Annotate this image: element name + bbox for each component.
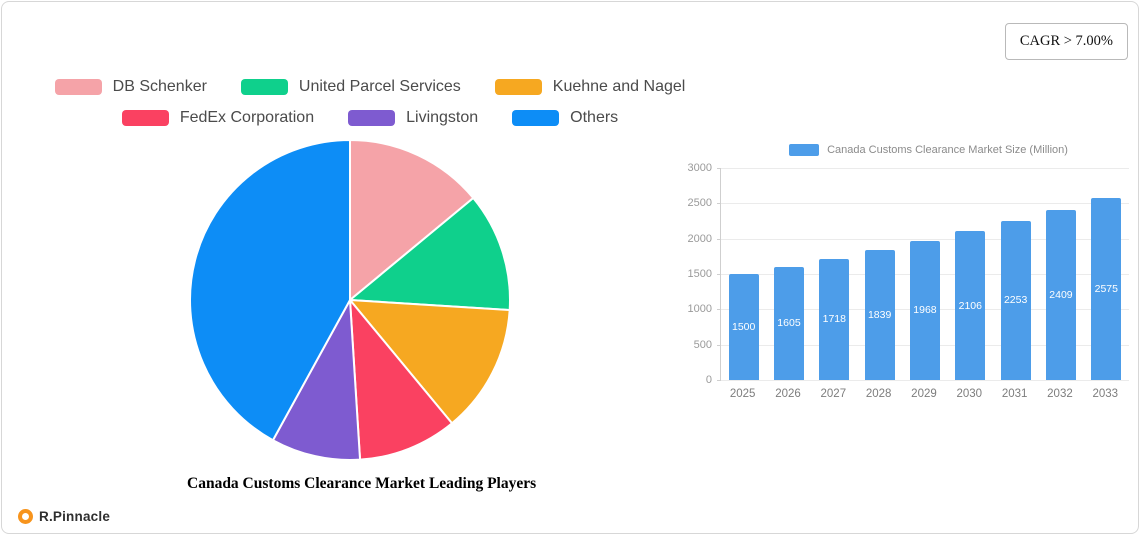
legend-row: DB Schenker United Parcel Services Kuehne … bbox=[40, 78, 700, 96]
x-tick-label: 2025 bbox=[729, 388, 756, 400]
y-tick-mark bbox=[717, 309, 721, 311]
gridline bbox=[721, 238, 1129, 240]
y-tick-label: 1500 bbox=[687, 268, 712, 280]
legend-item[interactable]: Others bbox=[512, 109, 618, 127]
x-tick-label: 2033 bbox=[1092, 388, 1119, 400]
x-tick-label: 2026 bbox=[775, 388, 801, 400]
pie-chart-canvas bbox=[189, 138, 511, 461]
y-tick-label: 2500 bbox=[687, 197, 712, 210]
x-tick-label: 2029 bbox=[911, 388, 937, 400]
x-tick-label: 2032 bbox=[1047, 388, 1073, 400]
bar-value-label: 2409 bbox=[1049, 288, 1073, 301]
bar-value-label: 2106 bbox=[958, 299, 982, 312]
y-tick-label: 2000 bbox=[687, 232, 712, 245]
y-tick-label: 0 bbox=[705, 374, 712, 386]
legend-item[interactable]: Livingston bbox=[348, 109, 478, 127]
legend-swatch bbox=[494, 79, 542, 95]
bar: 1839 bbox=[864, 250, 895, 380]
bar: 2253 bbox=[1000, 220, 1031, 380]
cagr-badge-text: CAGR > 7.00% bbox=[1019, 33, 1113, 49]
pie-slice bbox=[347, 196, 511, 312]
bar-value-label: 2575 bbox=[1094, 283, 1118, 295]
bar-column: 2106 bbox=[948, 168, 993, 380]
bars-container: 1500 1605 1718 1839 1968 2106 2253 2409 2575 bbox=[721, 168, 1129, 380]
legend-item[interactable]: FedEx Corporation bbox=[121, 109, 315, 127]
x-tick-label: 2028 bbox=[865, 388, 892, 400]
legend-swatch bbox=[121, 110, 169, 126]
legend-swatch bbox=[348, 110, 396, 126]
bar-value-label: 1839 bbox=[867, 309, 892, 321]
x-tick-label: 2027 bbox=[820, 388, 847, 400]
bar-legend-swatch bbox=[789, 144, 820, 156]
bar-column: 1968 bbox=[902, 168, 947, 380]
y-tick-mark bbox=[717, 203, 721, 205]
x-tick-label: 2031 bbox=[1001, 388, 1028, 400]
legend-label: United Parcel Services bbox=[298, 78, 461, 95]
brand-logo-icon bbox=[18, 509, 33, 524]
y-tick-mark bbox=[717, 274, 721, 275]
bar-value-label: 1605 bbox=[777, 317, 801, 330]
gridline bbox=[721, 203, 1129, 205]
y-tick-label: 1000 bbox=[687, 303, 712, 316]
bar-column: 1718 bbox=[812, 168, 857, 380]
bar-column: 2253 bbox=[993, 168, 1038, 380]
bar: 2106 bbox=[955, 231, 986, 380]
legend-label: DB Schenker bbox=[112, 78, 207, 95]
y-tick-label: 500 bbox=[693, 338, 712, 351]
bar-column: 2409 bbox=[1038, 168, 1083, 380]
legend-item[interactable]: United Parcel Services bbox=[240, 78, 461, 96]
bar-column: 1839 bbox=[857, 168, 902, 380]
legend-label: FedEx Corporation bbox=[179, 109, 315, 126]
legend-label: Livingston bbox=[406, 109, 479, 126]
bar: 1605 bbox=[773, 266, 804, 380]
pie-slice bbox=[189, 138, 351, 442]
bar-value-label: 2253 bbox=[1003, 294, 1028, 307]
legend-swatch bbox=[512, 110, 560, 126]
y-tick-mark bbox=[717, 168, 721, 169]
pie-chart-title: Canada Customs Clearance Market Leading … bbox=[187, 475, 537, 492]
bar-legend-label: Canada Customs Clearance Market Size (Mi… bbox=[827, 144, 1068, 156]
legend-swatch bbox=[54, 79, 102, 95]
bar-column: 1500 bbox=[721, 168, 766, 380]
legend-item[interactable]: Kuehne and Nagel bbox=[494, 78, 686, 96]
bar-plot-area: 0 500 1000 1500 2000 2500 3000 1500 1605 1718 1839… bbox=[688, 162, 1129, 386]
bar-column: 2575 bbox=[1084, 168, 1129, 380]
pie-slice bbox=[349, 138, 475, 303]
y-tick-label: 3000 bbox=[687, 162, 712, 174]
brand-name: R.Pinnacle bbox=[39, 509, 111, 524]
y-tick-mark bbox=[717, 344, 721, 346]
y-tick-mark bbox=[717, 380, 721, 381]
bar-value-label: 1968 bbox=[913, 304, 937, 317]
bar: 1718 bbox=[819, 258, 850, 380]
legend-label: Kuehne and Nagel bbox=[552, 78, 686, 95]
legend-item[interactable]: DB Schenker bbox=[54, 78, 207, 96]
pie-slice bbox=[348, 296, 454, 461]
x-axis-labels: 2025 2026 2027 2028 2029 2030 2031 2032 2033 bbox=[720, 388, 1128, 400]
pie-slice bbox=[347, 298, 511, 425]
series-legend: DB Schenker United Parcel Services Kuehne … bbox=[40, 78, 700, 127]
legend-row: FedEx Corporation Livingston Others bbox=[40, 109, 700, 127]
legend-label: Others bbox=[570, 109, 619, 126]
pie-chart: Canada Customs Clearance Market Leading … bbox=[187, 137, 537, 493]
bar: 1500 bbox=[728, 274, 759, 380]
bar: 2575 bbox=[1091, 198, 1122, 380]
bar-column: 1605 bbox=[766, 168, 811, 380]
cagr-badge: CAGR > 7.00% bbox=[1004, 23, 1128, 60]
gridline bbox=[721, 380, 1129, 381]
x-tick-label: 2030 bbox=[956, 388, 983, 400]
bar: 1968 bbox=[909, 240, 940, 380]
legend-swatch bbox=[240, 79, 288, 95]
brand: R.Pinnacle bbox=[18, 509, 110, 524]
bar-chart-legend-item[interactable]: Canada Customs Clearance Market Size (Mi… bbox=[720, 144, 1137, 156]
y-tick-mark bbox=[717, 238, 721, 240]
gridline bbox=[721, 168, 1129, 169]
pie-slice bbox=[271, 296, 362, 461]
bar-value-label: 1718 bbox=[822, 313, 846, 326]
bar: 2409 bbox=[1045, 209, 1076, 380]
bar-value-label: 1500 bbox=[731, 321, 756, 333]
bar-chart: Canada Customs Clearance Market Size (Mi… bbox=[682, 144, 1137, 400]
